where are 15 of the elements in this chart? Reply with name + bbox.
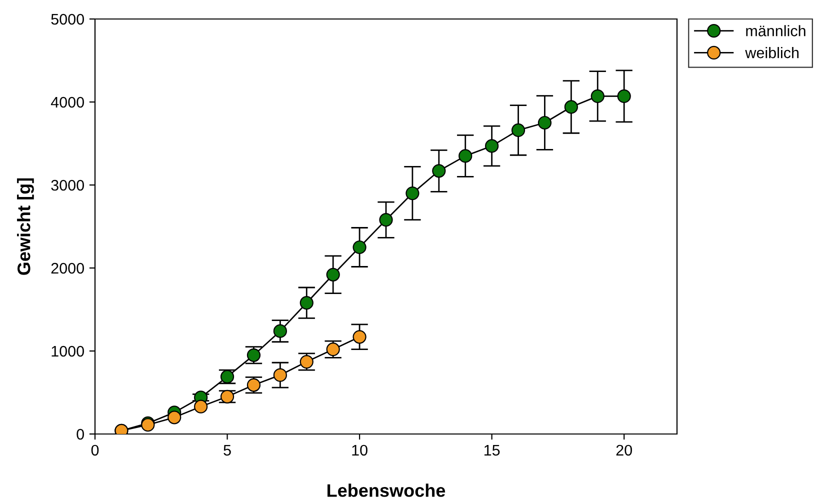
y-axis-title: Gewicht [g]: [17, 178, 34, 275]
y-tick-label: 3000: [51, 180, 84, 191]
y-tick-label: 1000: [52, 346, 84, 357]
y-tick-label: 5000: [51, 14, 84, 25]
x-tick-label: 5: [224, 444, 231, 456]
legend-label: weiblich: [745, 46, 799, 58]
x-tick-label: 15: [484, 444, 500, 456]
legend-label: männlich: [746, 25, 806, 36]
x-tick-label: 0: [91, 444, 99, 456]
x-tick-label: 20: [616, 444, 632, 456]
y-tick-label: 4000: [50, 96, 84, 108]
y-tick-label: 0: [76, 428, 84, 440]
x-axis-title: Lebenswoche: [328, 484, 446, 497]
y-tick-label: 2000: [51, 262, 84, 274]
x-tick-label: 10: [352, 444, 368, 456]
